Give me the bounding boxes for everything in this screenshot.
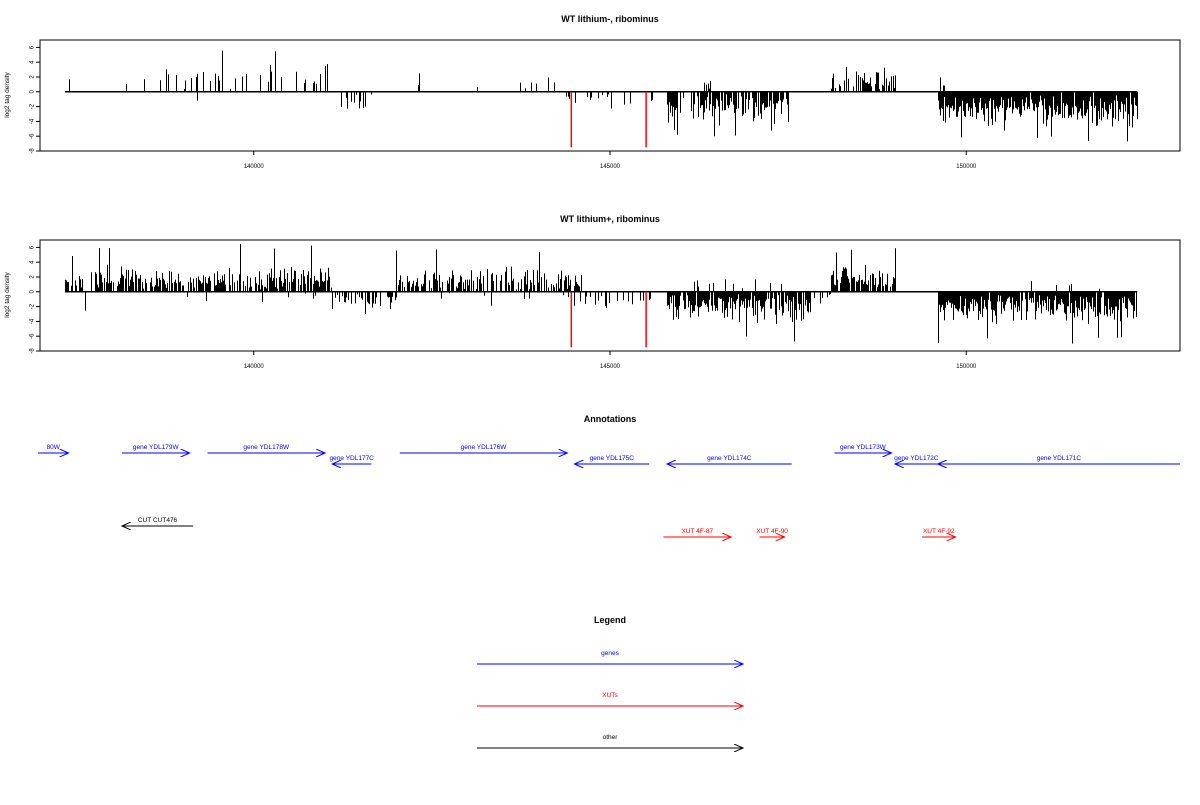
coverage-bars bbox=[65, 244, 1137, 344]
y-tick-label: -4 bbox=[30, 118, 36, 124]
y-tick-label: 4 bbox=[30, 260, 36, 264]
annotations-track: Annotations 80W gene YDL179W gene YDL178W g… bbox=[38, 414, 1180, 537]
y-tick-label: 0 bbox=[30, 289, 36, 293]
legend-items: genes XUTs other bbox=[477, 650, 743, 748]
highlight-marks bbox=[570, 91, 647, 148]
coverage-panel-lithium-minus: WT lithium-, ribominus log2 tag density … bbox=[4, 14, 1181, 170]
y-tick-label: 6 bbox=[30, 45, 36, 49]
feature-label: 80W bbox=[47, 444, 61, 451]
legend-label: genes bbox=[601, 650, 619, 657]
coverage-bars bbox=[69, 50, 1138, 142]
y-tick-label: -8 bbox=[30, 348, 36, 354]
highlight-marks bbox=[570, 291, 647, 348]
y-tick-label: -2 bbox=[30, 303, 36, 309]
y-tick-label: -6 bbox=[30, 133, 36, 139]
x-tick-label: 150000 bbox=[956, 164, 977, 170]
x-axis: 140000 145000 150000 bbox=[244, 151, 977, 170]
feature-label: gene YDL178W bbox=[243, 444, 290, 451]
coverage-panel-lithium-plus: WT lithium+, ribominus log2 tag density … bbox=[4, 214, 1181, 370]
feature-label: CUT CUT476 bbox=[138, 517, 178, 524]
feature-label: gene YDL176W bbox=[461, 444, 508, 451]
legend-title: Legend bbox=[594, 615, 626, 625]
y-axis-label: log2 tag density bbox=[4, 271, 11, 317]
x-tick-label: 145000 bbox=[600, 364, 621, 370]
feature-label: gene YDL173W bbox=[840, 444, 887, 451]
y-tick-label: 4 bbox=[30, 60, 36, 64]
legend-label: other bbox=[603, 734, 619, 741]
y-tick-label: 2 bbox=[30, 275, 36, 279]
x-tick-label: 140000 bbox=[244, 364, 265, 370]
y-tick-label: -8 bbox=[30, 148, 36, 154]
feature-label: XUT 4F-90 bbox=[756, 528, 788, 535]
feature-label: gene YDL177C bbox=[330, 455, 375, 462]
feature-label: gene YDL179W bbox=[133, 444, 180, 451]
y-tick-label: -4 bbox=[30, 318, 36, 324]
y-tick-label: 6 bbox=[30, 245, 36, 249]
y-tick-label: -2 bbox=[30, 103, 36, 109]
y-axis: -8 -6 -4 -2 0 2 4 6 bbox=[30, 45, 41, 154]
y-tick-label: 2 bbox=[30, 75, 36, 79]
annotations-title: Annotations bbox=[584, 414, 637, 424]
feature-label: gene YDL174C bbox=[707, 455, 752, 462]
feature-label: gene YDL175C bbox=[590, 455, 635, 462]
x-tick-label: 145000 bbox=[600, 164, 621, 170]
x-tick-label: 140000 bbox=[244, 164, 265, 170]
feature-label: gene YDL172C bbox=[894, 455, 939, 462]
feature-arrows: 80W gene YDL179W gene YDL178W gene YDL177C g… bbox=[38, 444, 1180, 537]
x-axis: 140000 145000 150000 bbox=[244, 351, 977, 370]
feature-label: XUT 4F-92 bbox=[923, 528, 955, 535]
feature-label: gene YDL171C bbox=[1037, 455, 1082, 462]
legend: Legend genes XUTs other bbox=[477, 615, 743, 748]
feature-label: XUT 4F-87 bbox=[681, 528, 713, 535]
panel-title: WT lithium+, ribominus bbox=[560, 214, 660, 224]
panel-title: WT lithium-, ribominus bbox=[561, 14, 659, 24]
y-axis: -8 -6 -4 -2 0 2 4 6 bbox=[30, 245, 41, 354]
y-axis-label: log2 tag density bbox=[4, 71, 11, 117]
x-tick-label: 150000 bbox=[956, 364, 977, 370]
y-tick-label: -6 bbox=[30, 333, 36, 339]
y-tick-label: 0 bbox=[30, 89, 36, 93]
legend-label: XUTs bbox=[602, 692, 618, 699]
